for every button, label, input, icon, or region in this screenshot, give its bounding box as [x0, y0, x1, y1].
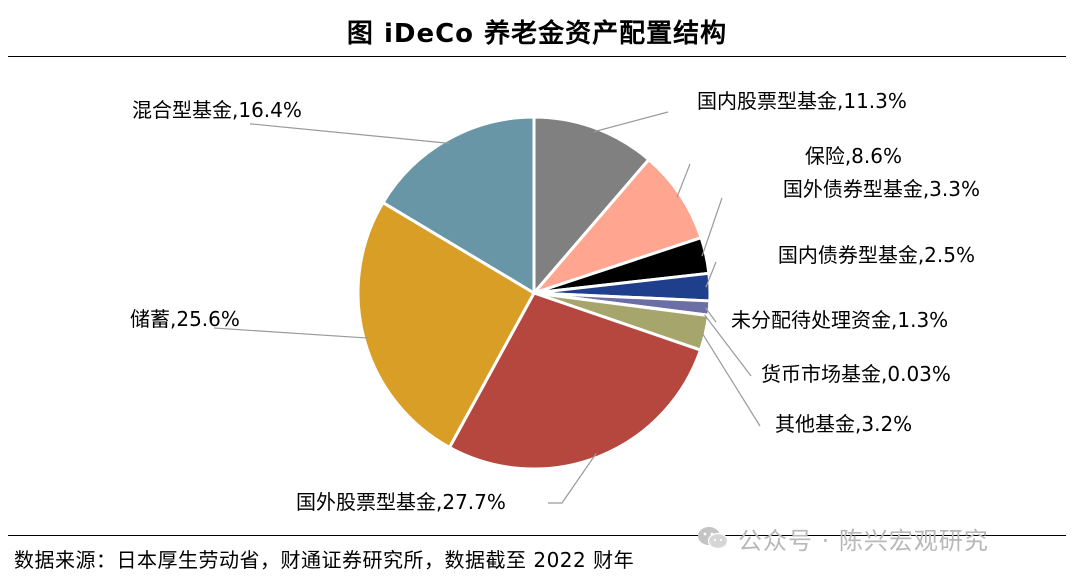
leader-lines	[213, 111, 761, 504]
leader-line-7	[700, 331, 761, 427]
slice-label-5: 未分配待处理资金,1.3%	[731, 308, 948, 332]
leader-line-2	[676, 163, 691, 198]
source-divider	[8, 535, 1066, 536]
pie-slice-8	[447, 291, 703, 471]
title-divider	[8, 56, 1066, 57]
slice-label-9: 储蓄,25.6%	[130, 307, 240, 331]
slice-label-3: 国外债券型基金,3.3%	[783, 177, 980, 201]
leader-line-1	[593, 111, 669, 133]
leader-line-8	[548, 453, 597, 504]
slice-label-10: 混合型基金,16.4%	[132, 98, 302, 122]
slice-label-7: 其他基金,3.2%	[775, 412, 912, 436]
slice-label-1: 国内股票型基金,11.3%	[697, 89, 907, 113]
slice-label-6: 货币市场基金,0.03%	[761, 362, 951, 386]
leader-line-10	[250, 123, 450, 144]
leader-line-4	[705, 261, 717, 288]
slice-labels: 国内股票型基金,11.3% 保险,8.6% 国外债券型基金,3.3% 国内债券型基金,…	[130, 89, 980, 514]
pie-slice-2	[532, 158, 703, 295]
pie-slices	[356, 115, 712, 471]
slice-label-4: 国内债券型基金,2.5%	[778, 243, 975, 267]
leader-line-3	[701, 197, 723, 257]
figure-title-bar: 图 iDeCo 养老金资产配置结构	[8, 6, 1066, 56]
pie-slice-1	[532, 115, 651, 295]
leader-line-9	[213, 327, 369, 339]
source-note: 数据来源：日本厚生劳动省，财通证券研究所，数据截至 2022 财年	[14, 548, 635, 572]
watermark-text: 公众号 · 陈兴宏观研究	[738, 526, 989, 555]
figure-title: 图 iDeCo 养老金资产配置结构	[346, 18, 728, 49]
slice-label-2: 保险,8.6%	[805, 144, 902, 168]
watermark: 公众号 · 陈兴宏观研究	[696, 520, 989, 556]
pie-slice-9	[356, 201, 536, 449]
pie-slice-10	[381, 115, 536, 295]
leader-line-5	[704, 307, 717, 323]
wechat-logo-icon	[698, 527, 729, 550]
slice-label-8: 国外股票型基金,27.7%	[296, 490, 506, 514]
leader-line-6	[704, 314, 752, 377]
